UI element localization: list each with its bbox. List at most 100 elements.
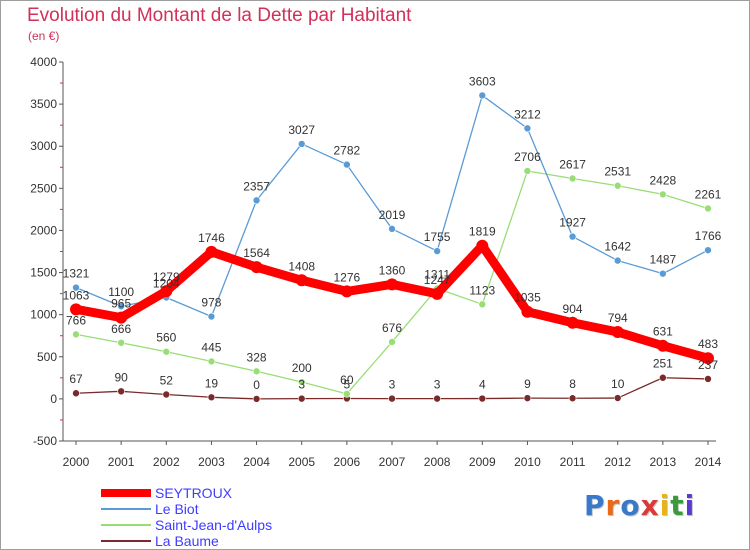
data-label: 2617 [559,157,586,171]
data-point [433,394,441,403]
data-point [613,181,622,190]
data-label: 1279 [153,270,180,284]
data-label: 237 [698,358,718,372]
data-label: 1204 [153,276,180,290]
data-label: 483 [698,337,718,351]
data-point [72,330,80,339]
legend-label-la-baume: La Baume [155,533,219,549]
data-point [523,394,532,402]
y-tick-label: -500 [33,434,57,448]
data-point [343,390,351,398]
data-point [478,91,487,100]
data-label: 1123 [469,283,495,297]
data-point [433,247,441,255]
logo-letter: P [584,489,606,522]
y-tick-label: 0 [50,392,57,406]
x-tick-label: 2007 [379,455,406,469]
legend-swatch-seytroux [101,489,151,497]
data-point [656,339,669,352]
legend-swatch-la-baume [101,540,151,542]
x-tick-label: 2008 [424,455,451,469]
data-point [205,245,218,258]
data-point [568,174,577,183]
legend-swatch-le-biot [101,508,151,510]
logo-letter: o [620,489,641,522]
data-point [72,389,80,398]
data-label: 200 [292,361,312,375]
data-point [388,394,396,403]
data-point [117,338,125,347]
data-point [611,326,624,339]
data-label: 3 [434,378,441,392]
y-tick-label: 1500 [30,266,57,280]
data-point [297,140,306,148]
data-point [566,316,579,329]
legend-label-seytroux: SEYTROUX [155,485,233,501]
data-label: 1247 [424,273,451,287]
y-tick-label: 3500 [30,97,57,111]
x-tick-label: 2006 [334,455,361,469]
data-point [478,394,487,403]
data-label: 3027 [288,123,315,137]
data-label: 560 [156,331,176,345]
data-label: 1755 [424,230,451,244]
logo-letter: r [605,489,621,522]
y-tick-label: 500 [37,350,57,364]
x-tick-label: 2011 [560,455,586,469]
data-label: 1487 [650,253,677,267]
logo-letter: i [659,489,671,522]
y-tick-label: 3000 [30,139,57,153]
proxiti-logo: Proxiti [584,489,695,522]
data-point [388,225,396,233]
data-label: 1276 [334,270,361,284]
x-tick-label: 2009 [469,455,496,469]
data-label: 251 [653,357,673,371]
data-point [207,357,216,366]
data-label: 978 [201,296,221,310]
data-label: 3 [389,378,396,392]
data-label: 1819 [469,225,496,239]
data-point [523,124,532,133]
data-point [478,300,487,309]
x-tick-label: 2014 [695,455,722,469]
data-label: 2531 [604,165,631,179]
data-point [72,283,80,292]
data-point [117,387,125,396]
y-tick-label: 4000 [30,55,57,69]
data-label: 90 [114,370,128,384]
data-label: 2019 [379,208,406,222]
legend-swatch-saint-jean-d-aulps [101,524,151,526]
data-label: 904 [563,302,583,316]
data-label: 2357 [243,179,270,193]
data-label: 10 [611,377,625,391]
data-label: 1642 [604,240,631,254]
data-label: 67 [69,372,83,386]
legend-label-le-biot: Le Biot [155,501,199,517]
data-label: 1927 [559,216,586,230]
data-point [207,393,216,402]
data-point [162,347,171,356]
data-label: 2782 [334,144,361,158]
data-point [659,190,667,199]
data-label: 328 [247,350,267,364]
data-point [70,303,82,316]
data-point [117,302,125,311]
data-label: 1321 [63,267,90,281]
data-label: 666 [111,322,131,336]
y-tick-label: 1000 [30,308,57,322]
data-point [568,394,577,403]
data-label: 3603 [469,74,496,88]
data-point [252,367,261,376]
data-point [659,373,667,382]
data-label: 766 [66,313,86,327]
data-label: 52 [160,374,174,388]
data-point [297,378,306,386]
data-label: 1746 [198,231,225,245]
data-point [659,269,667,278]
data-label: 2428 [650,173,677,187]
data-point [250,261,263,274]
data-label: 631 [653,325,673,339]
data-label: 0 [253,378,260,392]
